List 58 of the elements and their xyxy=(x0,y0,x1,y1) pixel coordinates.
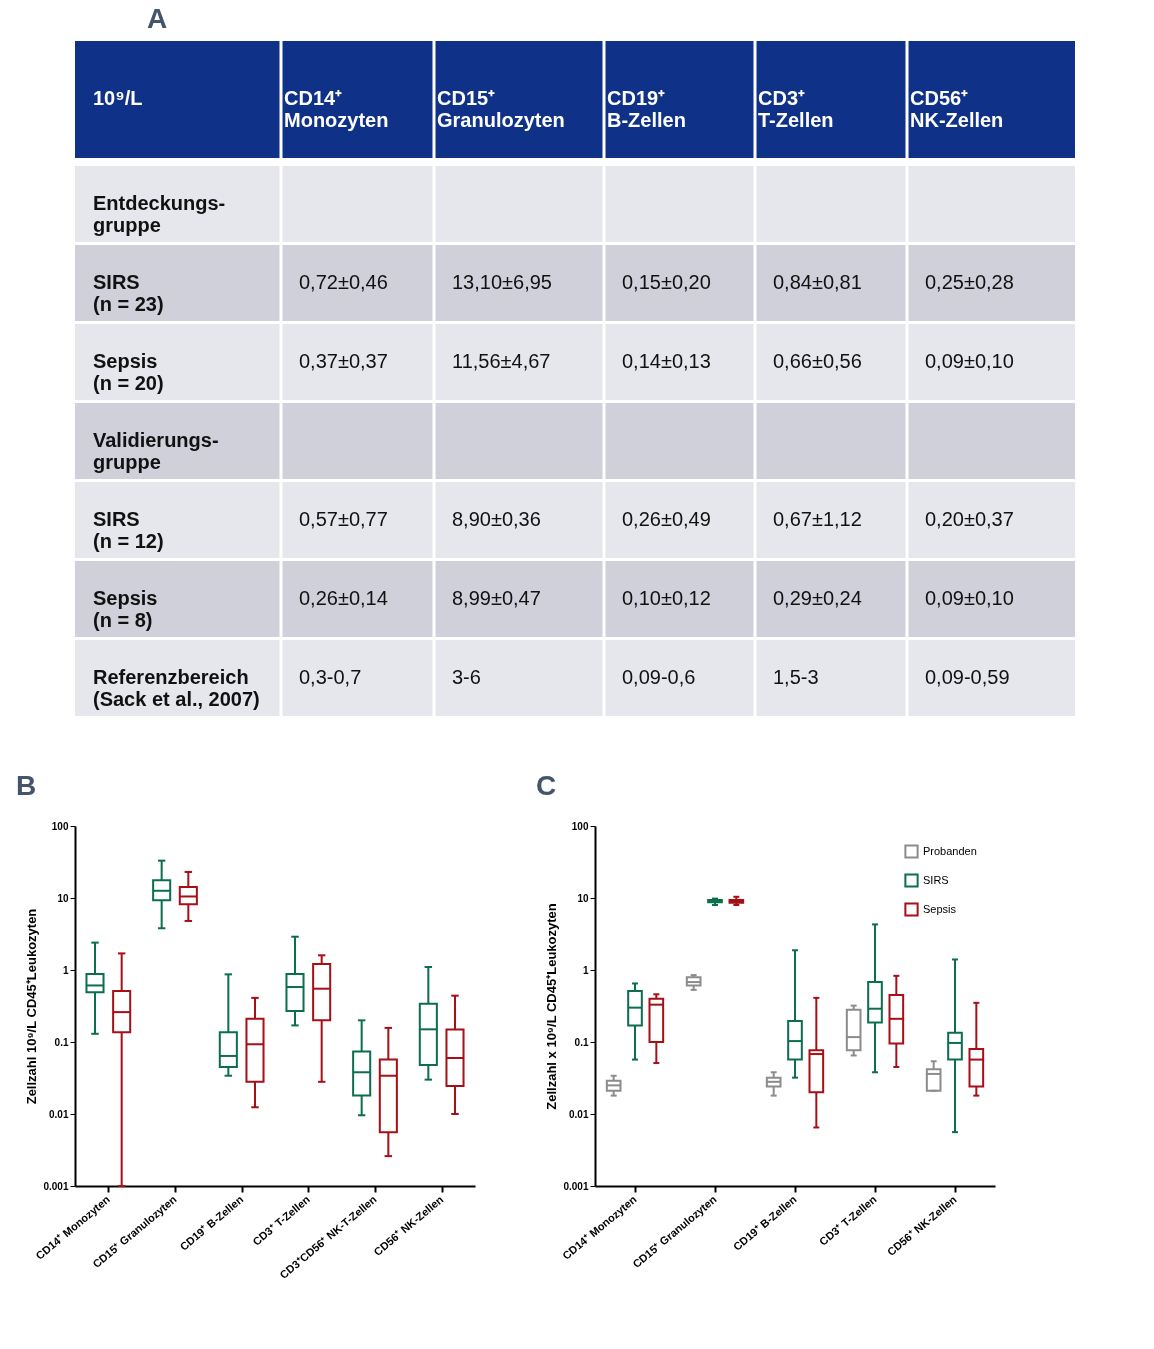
text: 0,57±0,77 xyxy=(299,508,388,530)
text: 8,99±0,47 xyxy=(452,587,541,609)
text: 0,26±0,49 xyxy=(622,508,711,530)
text: 0,09-0,59 xyxy=(925,666,1010,688)
text: 0,09±0,10 xyxy=(925,587,1014,609)
text: 0,37±0,37 xyxy=(299,350,388,372)
text: 0,72±0,46 xyxy=(299,271,388,293)
text: 0,14±0,13 xyxy=(622,350,711,372)
text: 0,26±0,14 xyxy=(299,587,388,609)
y-tick-label: 0.001 xyxy=(563,1180,589,1192)
text: 8,90±0,36 xyxy=(452,508,541,530)
category-label: Entdeckungs- gruppe xyxy=(93,192,226,236)
text: A xyxy=(147,2,168,34)
category-label: CD3⁺ T-Zellen xyxy=(758,87,834,131)
chart-title: B xyxy=(15,770,37,801)
y-tick-label: 1 xyxy=(582,964,589,976)
text: 3-6 xyxy=(452,666,481,688)
y-tick-label: 100 xyxy=(51,820,69,832)
y-tick-label: 0.001 xyxy=(43,1180,69,1192)
category-label: Validierungs- gruppe xyxy=(93,429,219,473)
y-tick-label: 0.01 xyxy=(569,1108,589,1120)
y-axis-title: Zellzahl 10⁹/L CD45⁺Leukozyten xyxy=(24,908,40,1105)
text: 10⁹/L xyxy=(93,87,143,109)
category-label: Sepsis (n = 20) xyxy=(93,350,164,394)
y-tick-label: 10 xyxy=(577,892,589,904)
text: 0,84±0,81 xyxy=(773,271,862,293)
text: 0,29±0,24 xyxy=(773,587,862,609)
text: 0,09-0,6 xyxy=(622,666,696,688)
category-label: Referenzbereich (Sack et al., 2007) xyxy=(93,666,260,710)
legend-label: Probanden xyxy=(923,844,977,857)
text: 0,67±1,12 xyxy=(773,508,862,530)
text: 0,09±0,10 xyxy=(925,350,1014,372)
text: 0,3-0,7 xyxy=(299,666,362,688)
text: 0,15±0,20 xyxy=(622,271,711,293)
legend-label: Sepsis xyxy=(923,902,957,915)
text: 0,20±0,37 xyxy=(925,508,1014,530)
category-label: Sepsis (n = 8) xyxy=(93,587,158,631)
text: 0,25±0,28 xyxy=(925,271,1014,293)
category-label: CD15⁺ Granulozyten xyxy=(437,87,565,131)
category-label: SIRS (n = 23) xyxy=(93,271,164,315)
y-tick-label: 10 xyxy=(57,892,69,904)
y-tick-label: 0.01 xyxy=(49,1108,69,1120)
legend-label: SIRS xyxy=(923,873,949,886)
y-tick-label: 0.1 xyxy=(574,1036,589,1048)
text: 13,10±6,95 xyxy=(452,271,552,293)
category-label: CD19⁺ B-Zellen xyxy=(607,87,686,131)
chart-title: C xyxy=(535,770,557,801)
category-label: SIRS (n = 12) xyxy=(93,508,164,552)
text: 0,66±0,56 xyxy=(773,350,862,372)
y-tick-label: 0.1 xyxy=(54,1036,69,1048)
category-label: CD56⁺ NK-Zellen xyxy=(910,87,1004,131)
y-tick-label: 100 xyxy=(571,820,589,832)
y-tick-label: 1 xyxy=(62,964,69,976)
text: 0,10±0,12 xyxy=(622,587,711,609)
category-label: CD14⁺ Monozyten xyxy=(284,87,389,131)
text: 11,56±4,67 xyxy=(452,350,551,372)
y-axis-title: Zellzahl x 10⁹/L CD45⁺Leukozyten xyxy=(544,903,560,1110)
text: 1,5-3 xyxy=(773,666,819,688)
